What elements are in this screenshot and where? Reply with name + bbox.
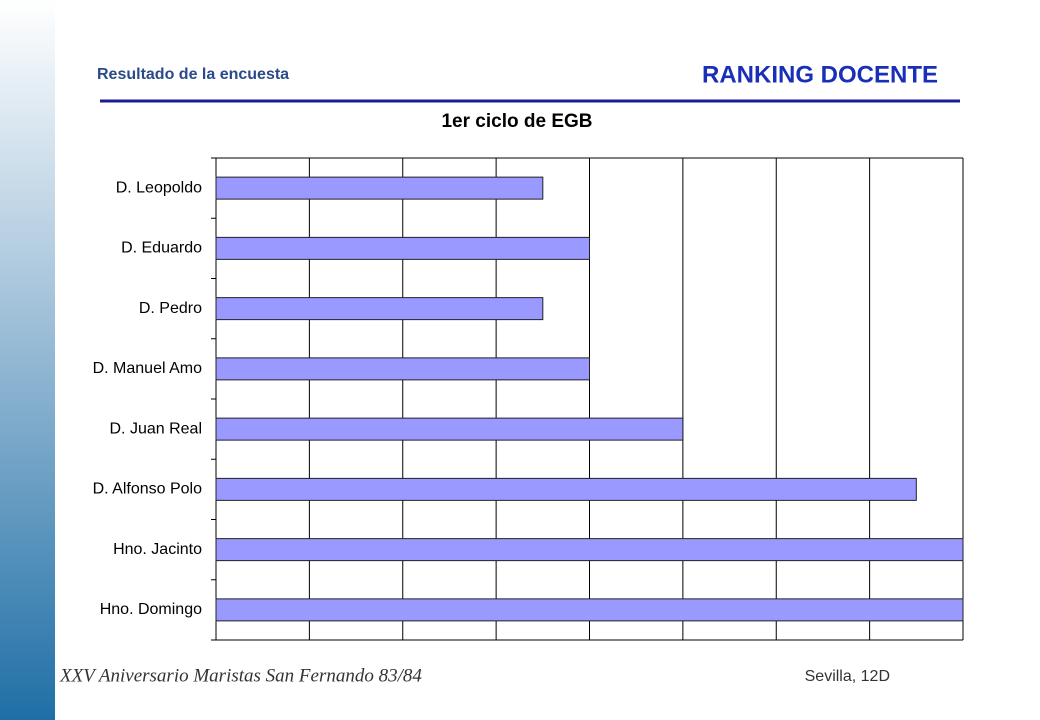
bar xyxy=(215,598,964,622)
subtitle: Resultado de la encuesta xyxy=(97,66,289,83)
y-tick-label: Hno. Domingo xyxy=(100,601,202,618)
bar xyxy=(215,417,684,441)
footer-right: Sevilla, 12D xyxy=(805,668,890,685)
bar xyxy=(215,357,590,381)
y-tick-label: D. Juan Real xyxy=(110,420,203,437)
slide-title: RANKING DOCENTE xyxy=(702,61,938,88)
y-tick-label: D. Leopoldo xyxy=(116,179,202,196)
y-tick-label: D. Eduardo xyxy=(121,240,202,257)
bar xyxy=(215,176,544,200)
bar xyxy=(215,538,964,562)
y-tick-label: D. Pedro xyxy=(139,300,202,317)
footer-left: XXV Aniversario Maristas San Fernando 83… xyxy=(59,665,422,686)
side-strip xyxy=(0,0,55,720)
y-tick-label: Hno. Jacinto xyxy=(113,541,202,558)
bar xyxy=(215,297,544,321)
y-tick-label: D. Alfonso Polo xyxy=(93,481,203,498)
bar xyxy=(215,236,590,260)
chart-title: 1er ciclo de EGB xyxy=(441,111,592,132)
bar xyxy=(215,477,917,501)
y-tick-label: D. Manuel Amo xyxy=(93,360,202,377)
plot: D. Leopoldo D. Eduardo D. Pedro D. Manuel A… xyxy=(93,157,964,641)
